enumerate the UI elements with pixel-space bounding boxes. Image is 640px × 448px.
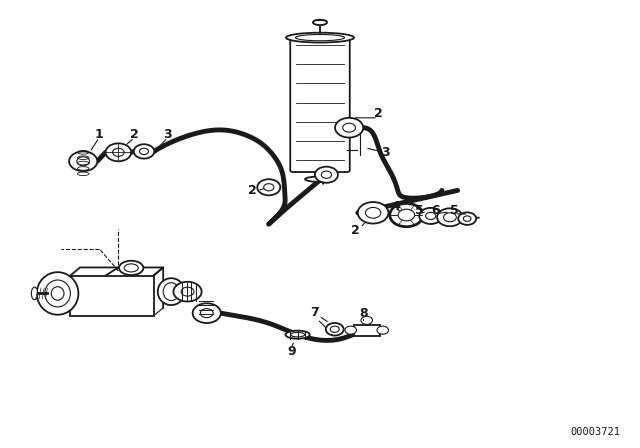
- Circle shape: [181, 287, 194, 296]
- Text: 2: 2: [351, 224, 360, 237]
- Circle shape: [463, 216, 471, 221]
- Text: 8: 8: [359, 306, 368, 320]
- Circle shape: [200, 309, 213, 318]
- FancyBboxPatch shape: [291, 39, 349, 172]
- Circle shape: [257, 179, 280, 195]
- Circle shape: [335, 118, 364, 138]
- Circle shape: [77, 157, 90, 166]
- Ellipse shape: [285, 331, 310, 339]
- Circle shape: [343, 123, 356, 132]
- Text: 6: 6: [431, 204, 440, 217]
- Circle shape: [458, 212, 476, 225]
- Text: 5: 5: [450, 204, 459, 217]
- Text: 2: 2: [248, 184, 257, 197]
- Ellipse shape: [51, 287, 64, 300]
- Text: 7: 7: [310, 306, 319, 319]
- Circle shape: [69, 151, 97, 171]
- Circle shape: [330, 326, 339, 332]
- Ellipse shape: [31, 287, 38, 300]
- Ellipse shape: [158, 278, 185, 305]
- Ellipse shape: [124, 264, 138, 272]
- Circle shape: [365, 207, 381, 218]
- Circle shape: [173, 282, 202, 302]
- Text: 2: 2: [130, 128, 139, 141]
- Circle shape: [361, 316, 372, 324]
- Circle shape: [444, 213, 456, 222]
- Circle shape: [398, 209, 415, 221]
- Ellipse shape: [291, 332, 305, 337]
- Text: 3: 3: [381, 146, 390, 159]
- Ellipse shape: [163, 283, 179, 301]
- Bar: [70, 276, 154, 316]
- Circle shape: [426, 212, 436, 220]
- Circle shape: [358, 202, 388, 224]
- Ellipse shape: [119, 261, 143, 275]
- Circle shape: [437, 208, 463, 226]
- Bar: [354, 325, 380, 336]
- Text: 5: 5: [415, 204, 424, 217]
- Circle shape: [140, 148, 148, 155]
- Ellipse shape: [296, 34, 344, 41]
- Circle shape: [419, 208, 442, 224]
- Ellipse shape: [36, 272, 78, 314]
- Circle shape: [264, 184, 274, 191]
- Circle shape: [345, 326, 356, 334]
- Circle shape: [321, 171, 332, 178]
- Circle shape: [134, 144, 154, 159]
- Text: 00003721: 00003721: [571, 427, 621, 437]
- Text: 9: 9: [287, 345, 296, 358]
- Circle shape: [113, 148, 124, 156]
- Circle shape: [193, 303, 221, 323]
- Circle shape: [326, 323, 344, 336]
- Ellipse shape: [313, 20, 327, 25]
- Ellipse shape: [286, 33, 354, 43]
- Text: 3: 3: [163, 128, 172, 141]
- Text: 1: 1: [95, 128, 104, 141]
- Text: 4: 4: [391, 199, 400, 213]
- Circle shape: [377, 326, 388, 334]
- Ellipse shape: [305, 177, 335, 182]
- Ellipse shape: [45, 280, 70, 307]
- Circle shape: [390, 203, 423, 227]
- Circle shape: [106, 143, 131, 161]
- Text: 2: 2: [374, 107, 382, 120]
- Circle shape: [315, 167, 338, 183]
